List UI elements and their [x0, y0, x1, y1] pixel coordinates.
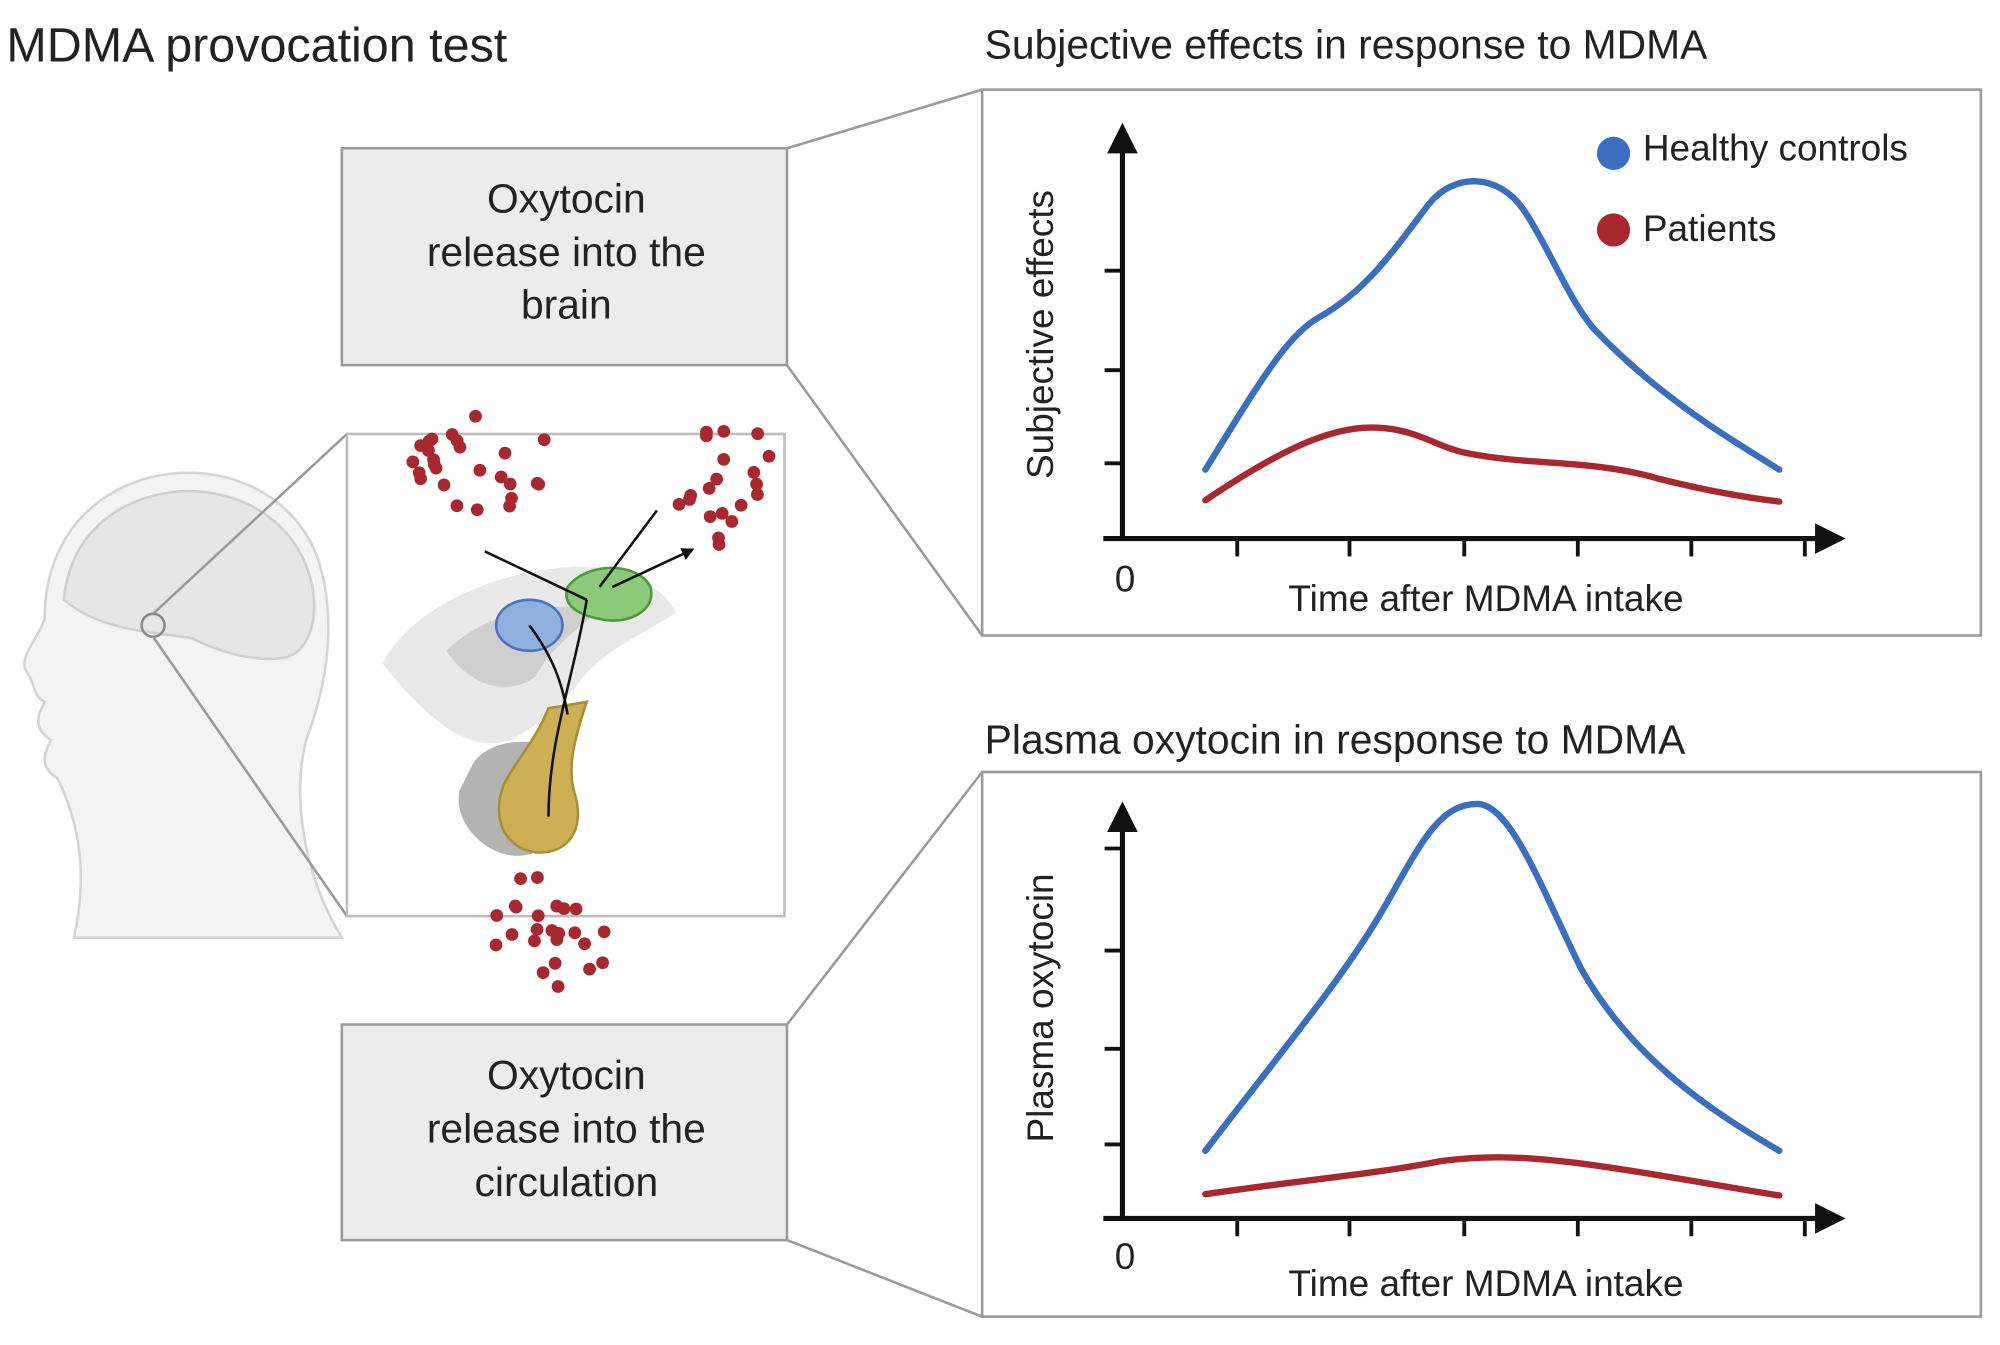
dot [578, 937, 591, 951]
legend-swatch [1596, 136, 1631, 170]
dot [531, 909, 545, 923]
dot [422, 444, 435, 457]
dot [751, 427, 765, 441]
y-axis-label: Plasma oxytocin [1020, 873, 1061, 1142]
dot [498, 446, 512, 460]
chart-panel [980, 770, 1983, 1318]
dot [762, 449, 776, 463]
dot [494, 470, 508, 484]
healthy-curve [1202, 178, 1783, 473]
dot [505, 928, 519, 941]
dot [750, 488, 764, 501]
box-text: Oxytocin [487, 1052, 646, 1098]
dot [569, 902, 583, 916]
dot [548, 956, 562, 970]
dot [596, 956, 609, 970]
dot [469, 409, 482, 423]
dot [568, 926, 582, 940]
dot [710, 472, 724, 486]
dot [450, 499, 464, 513]
dot [725, 515, 739, 528]
dot [537, 433, 551, 447]
box-text: Oxytocin [487, 176, 646, 222]
box-text: release into the [427, 229, 706, 275]
dot [406, 455, 420, 469]
dot [531, 871, 544, 884]
dot [445, 428, 459, 441]
healthy-curve [1202, 800, 1783, 1155]
dot [532, 477, 546, 491]
dot [702, 481, 716, 495]
x-axis-label: Time after MDMA intake [1288, 1263, 1683, 1304]
dot [712, 538, 726, 551]
patients-curve [1202, 1154, 1783, 1199]
dot [684, 488, 698, 502]
legend-label: Healthy controls [1643, 128, 1908, 169]
dot [470, 503, 484, 517]
dot [489, 938, 503, 952]
dot [545, 924, 559, 937]
origin-label: 0 [1115, 1236, 1136, 1277]
dot [528, 934, 541, 948]
box-text: circulation [474, 1159, 658, 1205]
legend-label: Patients [1643, 208, 1777, 249]
x-axis-label: Time after MDMA intake [1288, 578, 1683, 619]
legend-swatch [1596, 213, 1631, 247]
box-text: brain [521, 281, 612, 327]
dot [425, 432, 439, 446]
dot [747, 465, 761, 479]
dot [508, 899, 522, 913]
dot [473, 463, 487, 477]
dot [550, 899, 564, 913]
box-text: release into the [427, 1105, 706, 1151]
dot [514, 872, 527, 885]
dot [672, 497, 686, 511]
oxytocin-dots [406, 409, 776, 993]
dot [414, 472, 428, 486]
dot [703, 510, 717, 523]
dot [551, 980, 565, 993]
chart-title: Subjective effects in response to MDMA [985, 21, 1708, 67]
dot [717, 452, 731, 466]
figure-title: MDMA provocation test [6, 19, 507, 73]
dot [536, 966, 550, 980]
dot [427, 457, 441, 471]
chart-panel [980, 88, 1983, 637]
box-brain [340, 146, 789, 367]
dot [597, 925, 611, 939]
dot [505, 491, 518, 505]
y-axis-label: Subjective effects [1020, 190, 1061, 479]
dot [503, 477, 517, 491]
patients-curve [1202, 424, 1783, 505]
chart-title: Plasma oxytocin in response to MDMA [985, 716, 1686, 762]
origin-label: 0 [1115, 559, 1136, 600]
dot [700, 425, 713, 439]
dot [490, 909, 504, 922]
box-circulation [340, 1023, 789, 1242]
dot [750, 477, 763, 491]
dot [530, 923, 544, 936]
dot [715, 506, 729, 520]
dot [734, 498, 748, 512]
head-illustration [22, 409, 786, 993]
dot [583, 962, 596, 976]
dot [717, 425, 731, 438]
dot [437, 478, 451, 492]
